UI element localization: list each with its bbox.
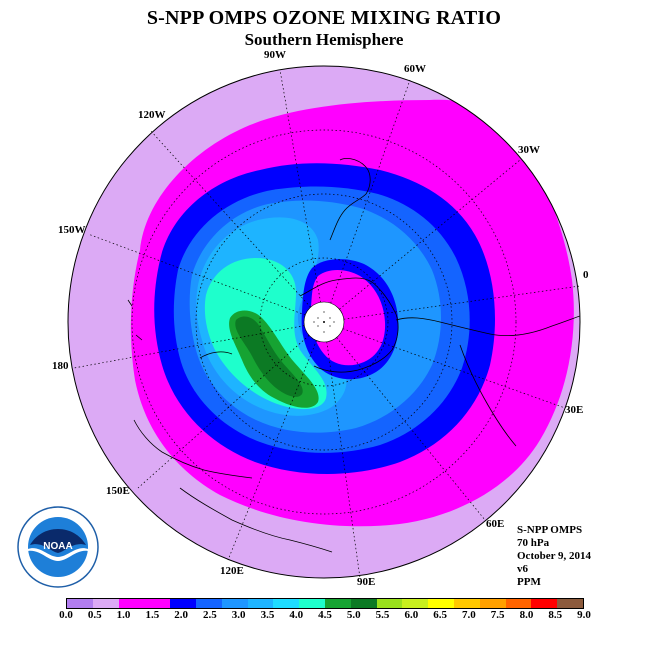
lon-label-30w: 30W (518, 144, 540, 156)
colorbar-segment (402, 599, 429, 608)
info-block: S-NPP OMPS 70 hPa October 9, 2014 v6 PPM (517, 524, 591, 589)
colorbar-tick-label: 7.5 (490, 609, 505, 621)
lon-label-120e: 120E (220, 565, 244, 577)
colorbar-segment (118, 599, 145, 608)
colorbar-segment (221, 599, 248, 608)
pole-dots (313, 311, 335, 333)
lon-label-150e: 150E (106, 485, 130, 497)
colorbar-segment (428, 599, 454, 608)
colorbar-tick-label: 9.0 (577, 609, 591, 621)
map-border (67, 65, 581, 579)
colorbar-tick-label: 5.5 (375, 609, 390, 621)
lon-label-90w: 90W (264, 49, 286, 61)
colorbar-tick-label: 2.5 (203, 609, 217, 621)
noaa-logo-text: NOAA (43, 541, 72, 552)
lon-label-30e: 30E (565, 404, 584, 416)
colorbar-segment (350, 599, 377, 608)
colorbar-segment (505, 599, 532, 608)
noaa-logo: NOAA (17, 506, 99, 588)
colorbar-segment (195, 599, 222, 608)
lon-label-120w: 120W (138, 109, 166, 121)
chart-subtitle: Southern Hemisphere (244, 30, 404, 49)
colorbar-segment (273, 599, 300, 608)
colorbar-tick-label: 8.5 (548, 609, 563, 621)
colorbar (66, 598, 584, 609)
colorbar-segment (557, 599, 583, 608)
colorbar-segment (376, 599, 403, 608)
coastlines (127, 158, 580, 553)
info-level: 70 hPa (517, 537, 550, 549)
lon-label-0: 0 (583, 269, 589, 281)
colorbar-segment (144, 599, 171, 608)
colorbar-segment (92, 599, 119, 608)
colorbar-tick-label: 3.0 (231, 609, 246, 621)
colorbar-tick-label: 7.0 (462, 609, 476, 621)
lon-label-60e: 60E (486, 518, 505, 530)
graticule (131, 129, 517, 515)
info-instrument: S-NPP OMPS (517, 524, 583, 536)
colorbar-segment (247, 599, 274, 608)
colorbar-tick-label: 4.5 (318, 609, 332, 621)
chart-title: S-NPP OMPS OZONE MIXING RATIO (146, 7, 502, 29)
lon-label-150w: 150W (58, 224, 86, 236)
band-5-0 (235, 316, 303, 397)
colorbar-segment (531, 599, 558, 608)
colorbar-ticks: 0.0 0.5 1.0 1.5 2.0 2.5 3.0 3.5 4.0 4.5 5.0 5.5 6.0 6… (59, 609, 591, 637)
colorbar-tick-label: 4.0 (289, 609, 304, 621)
colorbar-segment (170, 599, 196, 608)
lon-label-90e: 90E (357, 576, 376, 588)
info-version: v6 (517, 563, 528, 575)
colorbar-tick-label: 6.0 (404, 609, 419, 621)
colorbar-segment (324, 599, 351, 608)
colorbar-segment (299, 599, 325, 608)
colorbar-tick-label: 1.0 (116, 609, 131, 621)
colorbar-tick-label: 8.0 (519, 609, 534, 621)
colorbar-tick-label: 3.5 (260, 609, 275, 621)
colorbar-tick-label: 6.5 (433, 609, 447, 621)
info-date: October 9, 2014 (517, 550, 592, 562)
colorbar-tick-label: 0.5 (87, 609, 102, 621)
colorbar-tick-label: 1.5 (145, 609, 160, 621)
colorbar-segment (479, 599, 506, 608)
meridians (73, 69, 581, 579)
colorbar-segment (67, 599, 93, 608)
colorbar-segment (453, 599, 480, 608)
info-units: PPM (517, 576, 541, 588)
lon-label-60w: 60W (404, 63, 426, 75)
colorbar-tick-label: 2.0 (174, 609, 188, 621)
lon-label-180: 180 (52, 360, 69, 372)
colorbar-tick-label: 0.0 (59, 609, 73, 621)
colorbar-tick-label: 5.0 (346, 609, 361, 621)
